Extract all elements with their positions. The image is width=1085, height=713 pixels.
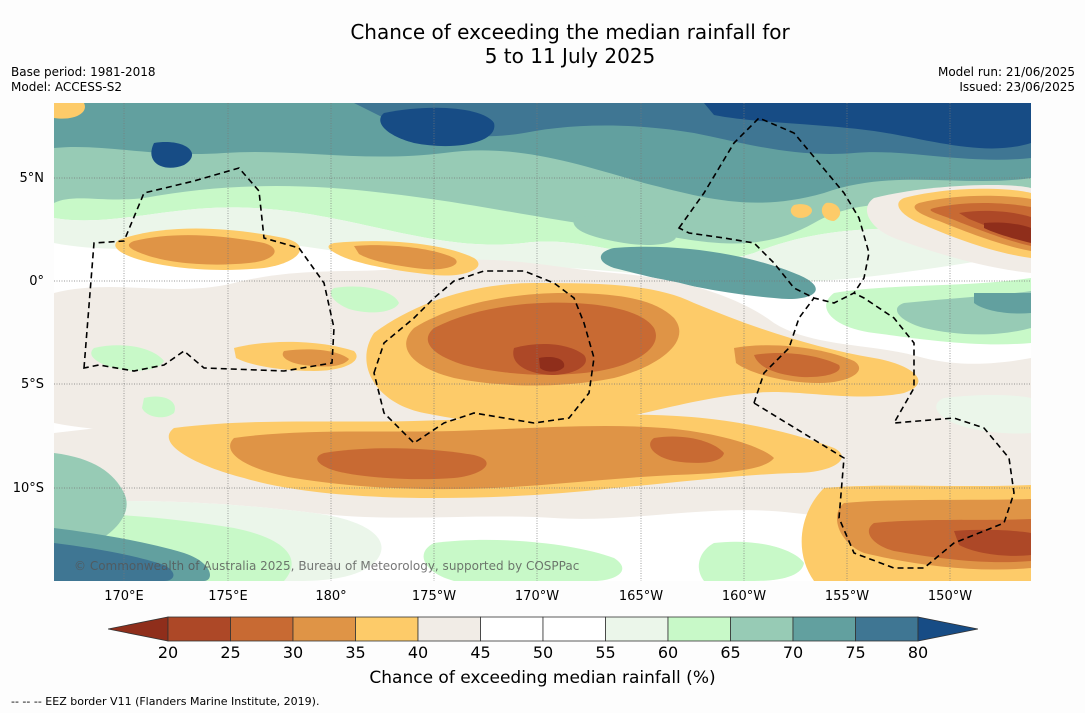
region-60-65-s-east bbox=[698, 541, 804, 581]
colorbar-tick-label: 60 bbox=[657, 643, 679, 662]
region-35-40-nspot1 bbox=[790, 204, 813, 218]
graticule bbox=[54, 103, 1031, 581]
colorbar bbox=[108, 616, 978, 642]
colorbar-cell bbox=[355, 616, 419, 642]
colorbar-title: Chance of exceeding median rainfall (%) bbox=[369, 668, 716, 688]
region-60-65-spot-s bbox=[142, 396, 175, 418]
region-75-80-sw bbox=[54, 543, 174, 581]
lon-label-160w: 160°W bbox=[721, 589, 767, 604]
region-25-30-east-central bbox=[754, 353, 840, 378]
lat-label-5s: 5°S bbox=[20, 377, 44, 392]
colorbar-tick-label: 40 bbox=[407, 643, 429, 662]
title-line-1: Chance of exceeding the median rainfall … bbox=[350, 20, 790, 44]
colorbar-over-arrow bbox=[917, 616, 978, 642]
colorbar-cell bbox=[605, 616, 669, 642]
region-below20-ne bbox=[984, 222, 1031, 243]
region-30-35-upper-left bbox=[128, 235, 275, 265]
lon-label-175e: 175°E bbox=[208, 589, 248, 604]
colorbar-cell bbox=[230, 616, 294, 642]
region-60-65-spot-w bbox=[91, 345, 164, 371]
colorbar-under-arrow bbox=[108, 616, 169, 642]
lat-label-5n: 5°N bbox=[19, 171, 45, 186]
colorbar-cell bbox=[417, 616, 481, 642]
eez-borders bbox=[83, 117, 1015, 569]
issued-date: Issued: 23/06/2025 bbox=[959, 80, 1075, 94]
colorbar-tick-label: 75 bbox=[845, 643, 866, 662]
title-line-2: 5 to 11 July 2025 bbox=[484, 44, 656, 68]
region-75-80-mid bbox=[600, 246, 816, 299]
base-period: Base period: 1981-2018 bbox=[11, 65, 156, 79]
region-35-40-nspot2 bbox=[821, 202, 841, 221]
model-name: Model: ACCESS-S2 bbox=[11, 80, 123, 94]
region-60-65-spot-c bbox=[330, 286, 399, 313]
rainfall-map: © Commonwealth of Australia 2025, Bureau… bbox=[54, 103, 1031, 581]
colorbar-cell bbox=[480, 616, 544, 642]
region-60-65-s-center bbox=[423, 539, 623, 581]
lon-label-165w: 165°W bbox=[618, 589, 664, 604]
colorbar-cell bbox=[730, 616, 794, 642]
rainfall-field bbox=[54, 103, 1031, 581]
colorbar-tick-label: 45 bbox=[470, 643, 491, 662]
meta-left: Base period: 1981-2018 Model: ACCESS-S2 bbox=[11, 65, 156, 95]
lon-label-170e: 170°E bbox=[104, 589, 144, 604]
colorbar-cells bbox=[167, 616, 919, 642]
colorbar-tick-label: 70 bbox=[782, 643, 804, 662]
colorbar-cell bbox=[667, 616, 731, 642]
colorbar-cell bbox=[855, 616, 919, 642]
region-20-25-se bbox=[954, 529, 1031, 556]
map-copyright: © Commonwealth of Australia 2025, Bureau… bbox=[74, 559, 579, 573]
region-25-30-south bbox=[317, 448, 487, 480]
lon-label-180: 180° bbox=[315, 589, 347, 604]
colorbar-cell bbox=[792, 616, 856, 642]
colorbar-tick-label: 35 bbox=[345, 643, 366, 662]
region-65-70-mid bbox=[573, 216, 676, 245]
model-run: Model run: 21/06/2025 bbox=[937, 65, 1075, 79]
colorbar-tick-label: 20 bbox=[157, 643, 179, 662]
lon-label-170w: 170°W bbox=[514, 589, 560, 604]
lat-label-0: 0° bbox=[29, 274, 44, 289]
region-above80-north-1 bbox=[380, 107, 495, 147]
colorbar-cell bbox=[167, 616, 231, 642]
colorbar-tick-label: 25 bbox=[220, 643, 241, 662]
region-35-40-nw bbox=[54, 103, 85, 119]
meta-right: Model run: 21/06/2025 Issued: 23/06/2025 bbox=[938, 65, 1075, 95]
eez-legend: -- -- -- EEZ border V11 (Flanders Marine… bbox=[11, 695, 320, 708]
colorbar-tick-label: 55 bbox=[595, 643, 616, 662]
lon-label-155w: 155°W bbox=[824, 589, 870, 604]
region-25-30-south-2 bbox=[650, 436, 724, 463]
lon-label-175w: 175°W bbox=[411, 589, 457, 604]
colorbar-tick-label: 80 bbox=[907, 643, 929, 662]
colorbar-tick-label: 65 bbox=[720, 643, 741, 662]
colorbar-cell bbox=[292, 616, 356, 642]
map-canvas: © Commonwealth of Australia 2025, Bureau… bbox=[54, 103, 1031, 581]
lon-label-150w: 150°W bbox=[927, 589, 973, 604]
lat-label-10s: 10°S bbox=[12, 481, 44, 496]
region-above80-north-2 bbox=[704, 103, 1031, 149]
region-55-60-east-mid bbox=[936, 394, 1031, 434]
region-65-70-sw bbox=[54, 453, 127, 552]
colorbar-tick-label: 50 bbox=[532, 643, 554, 662]
region-above80-north-3 bbox=[151, 142, 193, 168]
region-below20-central bbox=[539, 357, 565, 372]
colorbar-cell bbox=[542, 616, 606, 642]
region-30-35-mid-left bbox=[354, 245, 457, 270]
colorbar-tick-label: 30 bbox=[282, 643, 304, 662]
region-55-60-north bbox=[54, 207, 1031, 283]
region-25-30-central bbox=[427, 302, 656, 375]
region-70-75-east bbox=[974, 293, 1031, 314]
map-title: Chance of exceeding the median rainfall … bbox=[0, 20, 1085, 68]
